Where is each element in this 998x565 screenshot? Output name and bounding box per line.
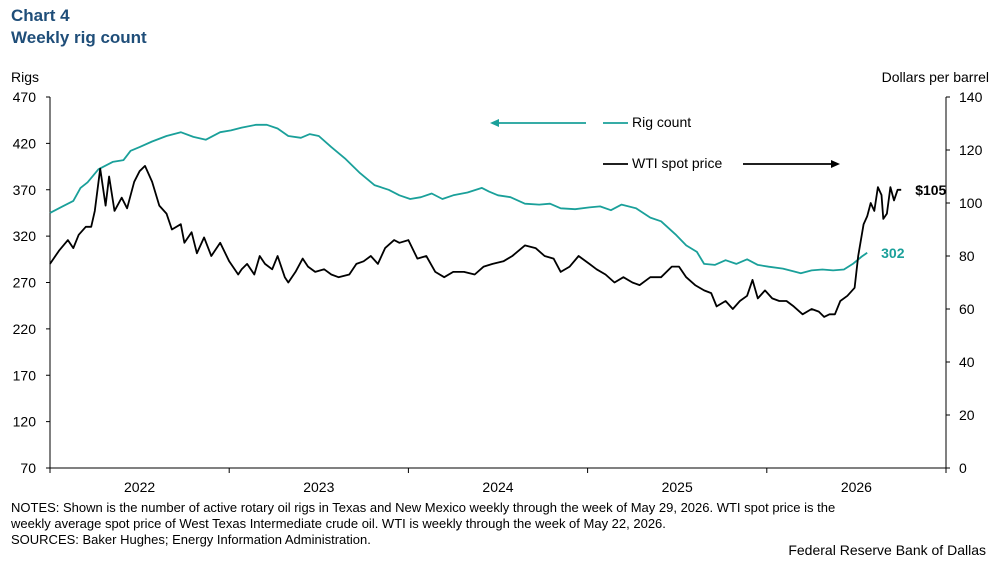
- left-tick-label: 120: [13, 414, 37, 430]
- left-tick-label: 370: [13, 182, 37, 198]
- sources-line: SOURCES: Baker Hughes; Energy Informatio…: [11, 532, 371, 547]
- x-tick-label: 2024: [482, 479, 513, 495]
- rig-legend-label: Rig count: [632, 114, 691, 130]
- right-tick-label: 140: [959, 89, 983, 105]
- right-tick-label: 0: [959, 460, 967, 476]
- wti-price-line: [49, 165, 902, 318]
- rig-count-line: [49, 123, 868, 275]
- rig-end-label: 302: [881, 245, 905, 261]
- x-tick-label: 2023: [303, 479, 334, 495]
- left-tick-label: 320: [13, 228, 37, 244]
- x-tick-label: 2022: [124, 479, 155, 495]
- chart-title: Weekly rig count: [11, 28, 147, 47]
- source-credit: Federal Reserve Bank of Dallas: [788, 542, 986, 558]
- rig-legend-arrowhead: [490, 119, 499, 127]
- wti-end-label: $105: [915, 182, 946, 198]
- chart-number: Chart 4: [11, 6, 70, 25]
- notes-line-1: NOTES: Shown is the number of active rot…: [11, 500, 836, 515]
- x-tick-label: 2025: [662, 479, 693, 495]
- wti-legend-arrowhead: [831, 160, 840, 168]
- right-tick-label: 80: [959, 248, 975, 264]
- right-tick-label: 60: [959, 301, 975, 317]
- rig-count-chart: Rigs Dollars per barrel 470 420 370 320 270 2…: [11, 69, 989, 495]
- left-tick-label: 70: [20, 460, 36, 476]
- right-axis-label: Dollars per barrel: [882, 69, 989, 85]
- left-axis-label: Rigs: [11, 69, 39, 85]
- wti-legend-label: WTI spot price: [632, 155, 722, 171]
- left-tick-label: 420: [13, 135, 37, 151]
- left-tick-label: 170: [13, 367, 37, 383]
- left-tick-label: 220: [13, 321, 37, 337]
- right-tick-label: 100: [959, 195, 983, 211]
- left-tick-label: 470: [13, 89, 37, 105]
- right-tick-label: 20: [959, 407, 975, 423]
- right-tick-label: 40: [959, 354, 975, 370]
- x-tick-label: 2026: [841, 479, 872, 495]
- right-tick-label: 120: [959, 142, 983, 158]
- notes-block: NOTES: Shown is the number of active rot…: [11, 500, 991, 548]
- notes-line-2: weekly average spot price of West Texas …: [11, 516, 666, 531]
- left-tick-label: 270: [13, 275, 37, 291]
